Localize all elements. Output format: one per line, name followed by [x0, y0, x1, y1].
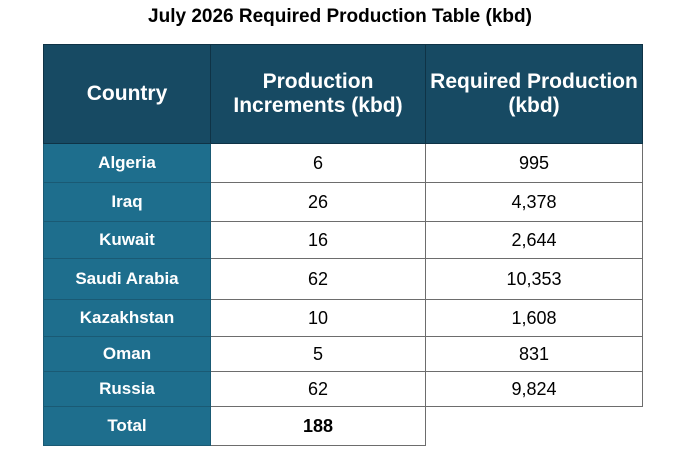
header-row: Country Production Increments (kbd) Requ… [43, 44, 643, 144]
required-cell: 10,353 [425, 258, 643, 300]
required-cell: 9,824 [425, 371, 643, 407]
increment-cell: 26 [210, 182, 426, 222]
increment-cell: 62 [210, 371, 426, 407]
country-cell: Kazakhstan [43, 299, 211, 337]
country-cell: Iraq [43, 182, 211, 222]
increment-cell: 10 [210, 299, 426, 337]
total-increment-cell: 188 [210, 406, 426, 446]
required-cell: 2,644 [425, 221, 643, 259]
table-row: Iraq 26 4,378 [43, 182, 643, 222]
table-row: Saudi Arabia 62 10,353 [43, 258, 643, 300]
required-cell: 4,378 [425, 182, 643, 222]
required-cell: 995 [425, 143, 643, 183]
table-row: Russia 62 9,824 [43, 371, 643, 407]
table-row: Kazakhstan 10 1,608 [43, 299, 643, 337]
table-row: Oman 5 831 [43, 336, 643, 372]
total-row: Total 188 [43, 406, 643, 446]
column-header-increments: Production Increments (kbd) [210, 44, 426, 144]
required-cell: 831 [425, 336, 643, 372]
required-cell: 1,608 [425, 299, 643, 337]
table-row: Algeria 6 995 [43, 143, 643, 183]
country-cell: Kuwait [43, 221, 211, 259]
total-required-cell [425, 406, 643, 446]
column-header-required: Required Production (kbd) [425, 44, 643, 144]
increment-cell: 6 [210, 143, 426, 183]
country-cell: Russia [43, 371, 211, 407]
country-cell: Saudi Arabia [43, 258, 211, 300]
country-cell: Oman [43, 336, 211, 372]
column-header-country: Country [43, 44, 211, 144]
total-label-cell: Total [43, 406, 211, 446]
production-table: Country Production Increments (kbd) Requ… [43, 44, 643, 446]
increment-cell: 16 [210, 221, 426, 259]
table-row: Kuwait 16 2,644 [43, 221, 643, 259]
increment-cell: 5 [210, 336, 426, 372]
country-cell: Algeria [43, 143, 211, 183]
increment-cell: 62 [210, 258, 426, 300]
table-title: July 2026 Required Production Table (kbd… [148, 6, 532, 27]
